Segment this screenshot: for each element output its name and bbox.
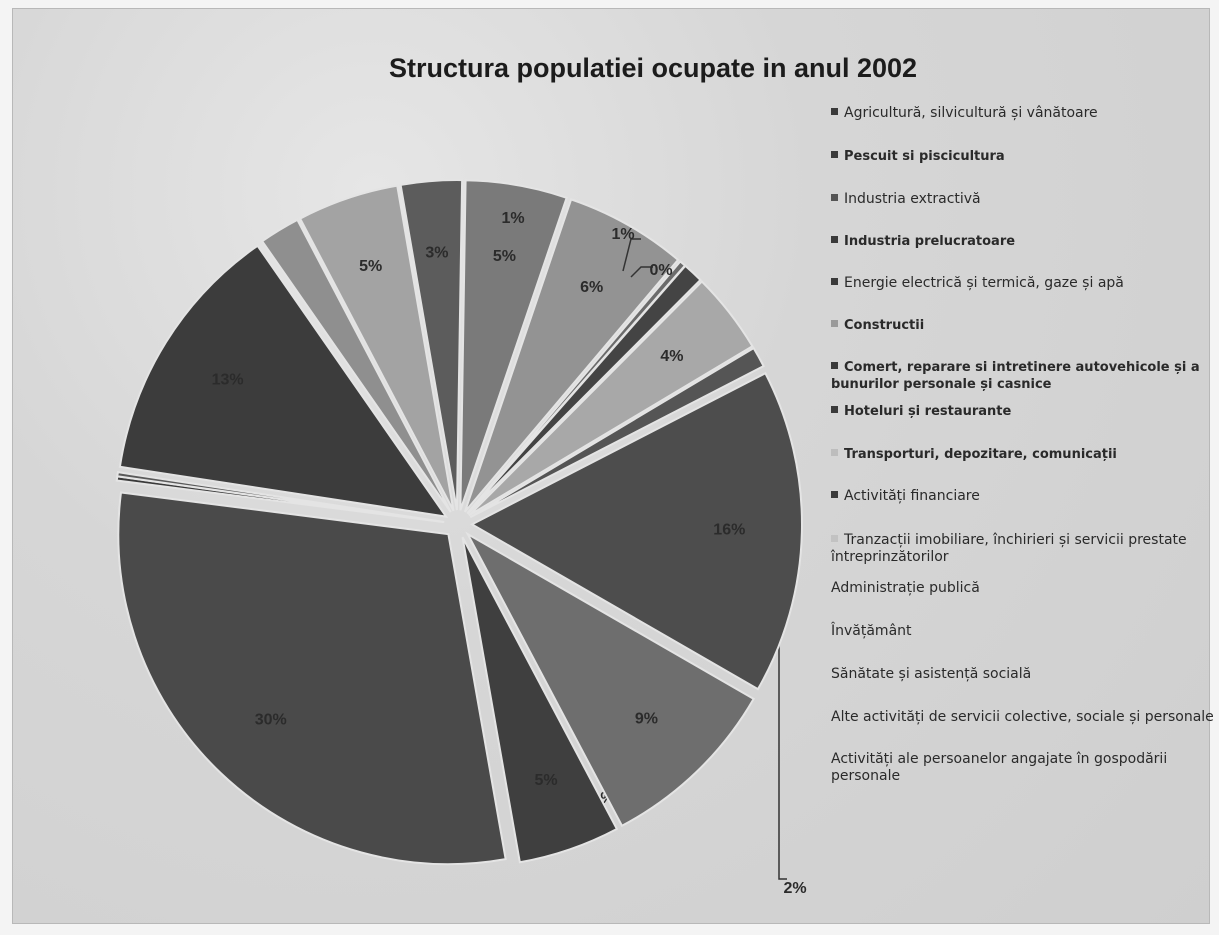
slice-label: 9%	[635, 711, 658, 728]
pie-slice	[117, 491, 507, 866]
legend-label: Administrație publică	[831, 580, 980, 596]
leader-line	[771, 633, 787, 880]
legend-label: Agricultură, silvicultură și vânătoare	[844, 105, 1098, 121]
legend-marker	[831, 406, 838, 413]
pie-slice	[298, 184, 455, 512]
leader-line	[622, 238, 641, 272]
legend-marker	[831, 108, 838, 115]
legend-label: Energie electrică și termică, gaze și ap…	[844, 275, 1124, 291]
slice-label: 1%	[501, 210, 524, 227]
slice-label: 0%	[649, 262, 672, 279]
pie-slice	[466, 264, 702, 515]
legend-item: Sănătate și asistență socială	[831, 666, 1219, 683]
legend-marker	[831, 449, 838, 456]
legend-marker	[831, 236, 838, 243]
legend-marker	[831, 362, 838, 369]
pie-chart: 30%0%0%13%2%5%3%5%6%0%1%4%1%16%9%5%	[115, 179, 807, 897]
pie-slice	[469, 371, 803, 691]
legend-label: Sănătate și asistență socială	[831, 666, 1032, 682]
legend-label: Activități ale persoanelor angajate în g…	[831, 751, 1168, 784]
slice-label: 5%	[535, 772, 558, 789]
legend-item: Industria extractivă	[831, 191, 1219, 208]
leader-line	[630, 266, 653, 278]
legend-label: Activități financiare	[844, 488, 980, 504]
pie-slice	[461, 536, 619, 864]
legend-label: Comert, reparare si intretinere autovehi…	[831, 360, 1200, 392]
slice-label: 30%	[255, 712, 287, 729]
chart-area: Structura populatiei ocupate in anul 200…	[12, 8, 1214, 924]
legend-marker	[831, 151, 838, 158]
slice-label: 5%	[493, 248, 516, 265]
chart-title: Structura populatiei ocupate in anul 200…	[388, 53, 918, 83]
pie-slice	[459, 179, 568, 511]
slice-label: 13%	[212, 372, 244, 389]
pie-slice	[260, 218, 452, 513]
legend-marker	[831, 535, 838, 542]
legend-item: Agricultură, silvicultură și vânătoare	[831, 105, 1219, 122]
legend-marker	[831, 491, 838, 498]
legend-label: Transporturi, depozitare, comunicații	[844, 447, 1117, 462]
pie-slice	[399, 179, 464, 511]
legend-item: Alte activități de servicii colective, s…	[831, 709, 1219, 726]
slice-label: 4%	[660, 348, 683, 365]
legend-item: Activități financiare	[831, 488, 1219, 505]
pie-slice	[463, 198, 680, 513]
legend-item: Industria prelucratoare	[831, 233, 1219, 250]
slice-label: 6%	[580, 279, 603, 296]
legend-item: Energie electrică și termică, gaze și ap…	[831, 275, 1219, 292]
legend-item: Activități ale persoanelor angajate în g…	[831, 751, 1219, 785]
legend-marker	[831, 278, 838, 285]
pie-slice	[465, 531, 756, 828]
slice-label: 16%	[713, 522, 745, 539]
legend-marker	[831, 320, 838, 327]
slice-label: 1%	[611, 226, 634, 243]
slice-label: 3%	[425, 245, 448, 262]
legend-item: Constructii	[831, 317, 1219, 334]
pie-slice	[469, 346, 765, 519]
legend-item: Învățământ	[831, 623, 1219, 640]
legend-label: Pescuit si piscicultura	[844, 149, 1005, 164]
legend-item: Transporturi, depozitare, comunicații	[831, 446, 1219, 463]
slice-label: 5%	[359, 258, 382, 275]
legend-marker	[831, 194, 838, 201]
pie-slice	[118, 244, 449, 518]
pie-slice	[468, 280, 754, 517]
pie-slice	[116, 471, 445, 523]
legend-label: Constructii	[844, 318, 925, 333]
legend-label: Tranzacții imobiliare, închirieri și ser…	[831, 532, 1187, 565]
legend-label: Industria prelucratoare	[844, 234, 1016, 249]
legend-label: Industria extractivă	[844, 191, 981, 207]
legend-label: Alte activități de servicii colective, s…	[831, 709, 1214, 725]
legend-item: Pescuit si piscicultura	[831, 148, 1219, 165]
legend-label: Hoteluri și restaurante	[844, 404, 1012, 419]
legend-label: Învățământ	[831, 623, 912, 639]
legend-item: Tranzacții imobiliare, închirieri și ser…	[831, 532, 1219, 566]
legend-item: Administrație publică	[831, 580, 1219, 597]
slice-label: 2%	[783, 880, 806, 897]
legend-item: Comert, reparare si intretinere autovehi…	[831, 359, 1219, 393]
legend-item: Hoteluri și restaurante	[831, 403, 1219, 420]
